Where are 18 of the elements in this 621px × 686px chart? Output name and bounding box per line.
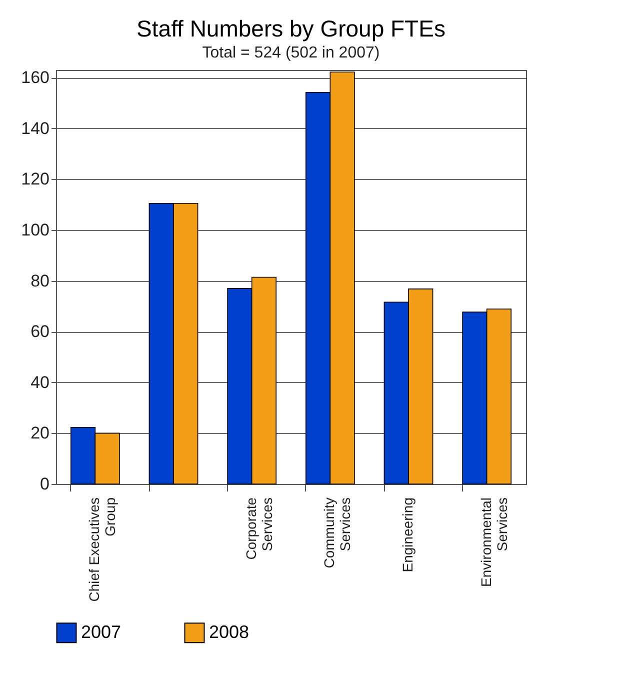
y-tick-label: 40 <box>30 372 50 392</box>
y-tick-label: 120 <box>21 170 50 189</box>
y-tick-label: 100 <box>21 220 50 240</box>
chart-subtitle: Total = 524 (502 in 2007) <box>202 44 380 62</box>
y-tick-label: 60 <box>30 322 50 342</box>
y-tick-label: 0 <box>40 474 50 494</box>
x-tick-label: Environmental Services <box>478 498 510 587</box>
legend-label: 2008 <box>209 622 250 642</box>
legend-label: 2007 <box>81 622 122 642</box>
y-tick-label: 80 <box>30 271 50 290</box>
y-tick-label: 20 <box>30 424 50 443</box>
y-tick-label: 160 <box>21 68 50 88</box>
y-tick-label: 140 <box>21 118 50 138</box>
x-tick-label: Engineering <box>400 498 416 572</box>
x-tick-label: Community Services <box>321 498 354 568</box>
x-tick-label: Chief Executives Group <box>86 497 118 602</box>
x-tick-label: Corporate Services <box>242 497 275 560</box>
chart-title: Staff Numbers by Group FTEs <box>136 16 446 42</box>
